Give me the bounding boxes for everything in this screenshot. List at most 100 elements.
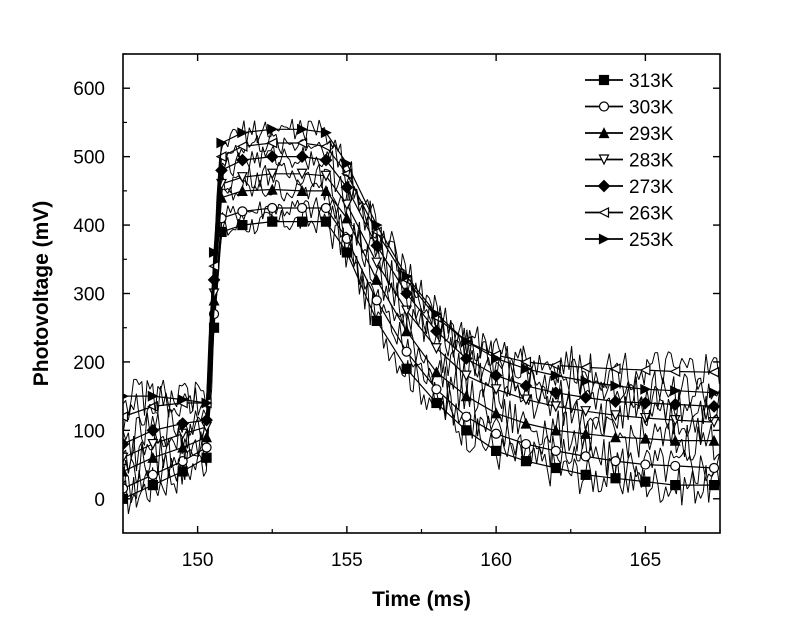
trace-segment — [512, 443, 516, 456]
trace-segment — [286, 174, 290, 179]
trace-segment — [541, 389, 546, 400]
trace-segment — [160, 437, 164, 447]
data-point-283K — [460, 370, 472, 382]
trace-segment — [676, 455, 680, 459]
trace-segment — [659, 377, 664, 396]
trace-segment — [364, 245, 368, 268]
data-point-253K — [341, 158, 353, 169]
trace-segment — [595, 446, 599, 458]
trace-segment — [385, 261, 390, 293]
trace-segment — [600, 477, 605, 492]
trace-segment — [391, 306, 395, 321]
trace-segment — [259, 170, 264, 188]
data-point-273K — [707, 400, 720, 413]
data-point-303K — [708, 462, 720, 474]
trace-segment — [380, 271, 385, 301]
trace-segment — [536, 446, 540, 450]
trace-segment — [684, 424, 688, 457]
trace-segment — [455, 332, 460, 337]
trace-segment — [423, 380, 427, 385]
trace-segment — [222, 162, 226, 167]
trace-segment — [251, 151, 256, 164]
trace-segment — [412, 338, 417, 363]
x-tick-label: 160 — [480, 550, 512, 571]
trace-segment — [624, 381, 629, 394]
trace-segment — [477, 353, 481, 383]
trace-segment — [358, 221, 363, 253]
y-tick-label: 600 — [73, 79, 105, 100]
trace-segment — [401, 313, 406, 333]
trace-segment — [563, 403, 567, 426]
trace-segment — [375, 266, 379, 276]
data-point-293K — [266, 183, 278, 195]
trace-segment — [332, 150, 336, 192]
trace-segment — [606, 441, 610, 476]
trace-segment — [135, 447, 140, 472]
trace-segment — [595, 470, 599, 493]
trace-segment — [356, 192, 360, 212]
trace-segment — [482, 333, 487, 341]
trace-segment — [560, 461, 565, 476]
trace-segment — [595, 416, 599, 419]
data-point-303K — [550, 445, 561, 456]
data-point-253K — [208, 246, 220, 258]
trace-segment — [286, 211, 290, 216]
trace-segment — [705, 405, 710, 420]
trace-segment — [504, 399, 508, 427]
trace-segment — [595, 380, 599, 384]
trace-segment — [337, 175, 342, 186]
trace-segment — [568, 346, 573, 370]
trace-segment — [632, 386, 637, 418]
trace-segment — [452, 403, 457, 426]
trace-segment — [450, 376, 454, 390]
trace-segment — [444, 381, 449, 417]
trace-segment — [573, 358, 578, 369]
trace-segment — [624, 458, 629, 481]
trace-segment — [146, 467, 151, 477]
trace-segment — [692, 416, 696, 433]
trace-segment — [262, 121, 266, 131]
data-point-313K — [431, 397, 442, 409]
trace-segment — [179, 384, 183, 387]
data-point-283K — [490, 384, 502, 396]
trace-segment — [211, 258, 215, 295]
trace-segment — [694, 426, 699, 455]
trace-segment — [471, 340, 476, 361]
trace-segment — [681, 373, 685, 388]
trace-segment — [240, 148, 245, 154]
trace-segment — [630, 472, 634, 491]
trace-segment — [635, 465, 640, 480]
data-point-253K — [461, 335, 473, 347]
trace-segment — [681, 404, 685, 423]
trace-segment — [560, 373, 565, 381]
trace-segment — [189, 427, 194, 436]
trace-segment — [638, 472, 642, 478]
trace-segment — [517, 376, 521, 379]
trace-segment — [498, 422, 503, 433]
trace-segment — [632, 371, 637, 389]
trace-segment — [230, 176, 234, 193]
trace-segment — [197, 421, 202, 440]
trace-segment — [248, 127, 253, 135]
trace-segment — [444, 346, 449, 357]
trace-segment — [391, 241, 395, 243]
trace-segment — [538, 355, 543, 371]
trace-segment — [262, 150, 266, 153]
trace-segment — [291, 170, 296, 178]
trace-segment — [533, 374, 538, 398]
trace-segment — [665, 463, 669, 482]
trace-segment — [321, 148, 325, 158]
data-point-273K — [400, 287, 413, 300]
legend-label: 263K — [629, 204, 674, 225]
trace-segment — [334, 144, 339, 168]
trace-segment — [385, 285, 390, 301]
trace-segment — [326, 149, 331, 161]
trace-segment — [678, 465, 683, 506]
trace-segment — [173, 401, 178, 408]
trace-segment — [192, 410, 196, 428]
trace-segment — [144, 410, 148, 425]
trace-segment — [565, 458, 570, 465]
trace-segment — [232, 205, 237, 215]
trace-segment — [246, 161, 250, 168]
trace-segment — [517, 385, 522, 395]
